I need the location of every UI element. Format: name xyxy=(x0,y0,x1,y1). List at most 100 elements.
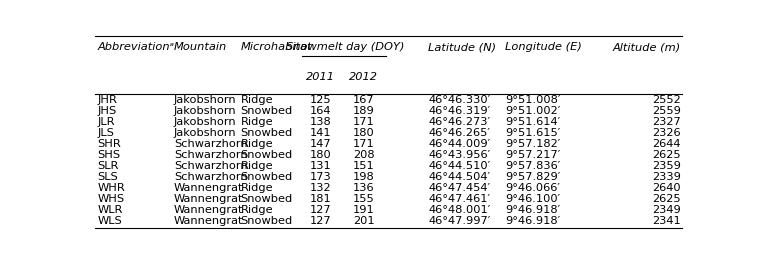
Text: Wannengrat: Wannengrat xyxy=(174,183,243,193)
Text: 147: 147 xyxy=(310,139,332,149)
Text: Mountain: Mountain xyxy=(174,42,227,52)
Text: Ridge: Ridge xyxy=(240,205,273,215)
Text: Ridge: Ridge xyxy=(240,95,273,105)
Text: 9°51.002′: 9°51.002′ xyxy=(505,106,560,116)
Text: SLS: SLS xyxy=(98,172,118,182)
Text: Jakobshorn: Jakobshorn xyxy=(174,106,236,116)
Text: 9°46.066′: 9°46.066′ xyxy=(505,183,560,193)
Text: 2326: 2326 xyxy=(653,128,681,138)
Text: Microhabitat: Microhabitat xyxy=(240,42,312,52)
Text: Snowbed: Snowbed xyxy=(240,150,293,160)
Text: 46°48.001′: 46°48.001′ xyxy=(428,205,490,215)
Text: 164: 164 xyxy=(310,106,332,116)
Text: Wannengrat: Wannengrat xyxy=(174,205,243,215)
Text: Snowbed: Snowbed xyxy=(240,106,293,116)
Text: Jakobshorn: Jakobshorn xyxy=(174,117,236,127)
Text: 9°51.008′: 9°51.008′ xyxy=(505,95,560,105)
Text: 9°57.182′: 9°57.182′ xyxy=(505,139,560,149)
Text: 125: 125 xyxy=(310,95,332,105)
Text: 180: 180 xyxy=(353,128,374,138)
Text: 2359: 2359 xyxy=(652,161,681,171)
Text: Wannengrat: Wannengrat xyxy=(174,194,243,204)
Text: 141: 141 xyxy=(310,128,332,138)
Text: Snowbed: Snowbed xyxy=(240,194,293,204)
Text: WLS: WLS xyxy=(98,216,123,226)
Text: Wannengrat: Wannengrat xyxy=(174,216,243,226)
Text: 2625: 2625 xyxy=(653,150,681,160)
Text: 127: 127 xyxy=(310,216,332,226)
Text: 2640: 2640 xyxy=(653,183,681,193)
Text: 2012: 2012 xyxy=(349,72,378,82)
Text: Schwarzhorn: Schwarzhorn xyxy=(174,172,248,182)
Text: 9°57.217′: 9°57.217′ xyxy=(505,150,560,160)
Text: Snowbed: Snowbed xyxy=(240,172,293,182)
Text: 171: 171 xyxy=(353,117,374,127)
Text: Latitude (N): Latitude (N) xyxy=(428,42,496,52)
Text: 9°46.918′: 9°46.918′ xyxy=(505,216,560,226)
Text: 46°47.454′: 46°47.454′ xyxy=(428,183,490,193)
Text: JLS: JLS xyxy=(98,128,114,138)
Text: 127: 127 xyxy=(310,205,332,215)
Text: 46°44.009′: 46°44.009′ xyxy=(428,139,490,149)
Text: 191: 191 xyxy=(353,205,374,215)
Text: 131: 131 xyxy=(310,161,332,171)
Text: 46°46.273′: 46°46.273′ xyxy=(428,117,490,127)
Text: 46°47.461′: 46°47.461′ xyxy=(428,194,490,204)
Text: 9°57.829′: 9°57.829′ xyxy=(505,172,560,182)
Text: 155: 155 xyxy=(353,194,374,204)
Text: Snowmelt day (DOY): Snowmelt day (DOY) xyxy=(286,42,405,52)
Text: 2339: 2339 xyxy=(652,172,681,182)
Text: Abbreviationᵃ: Abbreviationᵃ xyxy=(98,42,175,52)
Text: WHS: WHS xyxy=(98,194,125,204)
Text: 171: 171 xyxy=(353,139,374,149)
Text: 9°57.836′: 9°57.836′ xyxy=(505,161,560,171)
Text: Ridge: Ridge xyxy=(240,161,273,171)
Text: 208: 208 xyxy=(353,150,374,160)
Text: 189: 189 xyxy=(353,106,374,116)
Text: 2625: 2625 xyxy=(653,194,681,204)
Text: WHR: WHR xyxy=(98,183,125,193)
Text: 2341: 2341 xyxy=(653,216,681,226)
Text: Ridge: Ridge xyxy=(240,139,273,149)
Text: 136: 136 xyxy=(353,183,374,193)
Text: 198: 198 xyxy=(353,172,374,182)
Text: 9°46.100′: 9°46.100′ xyxy=(505,194,560,204)
Text: Jakobshorn: Jakobshorn xyxy=(174,128,236,138)
Text: 46°43.956′: 46°43.956′ xyxy=(428,150,490,160)
Text: 132: 132 xyxy=(310,183,332,193)
Text: Snowbed: Snowbed xyxy=(240,216,293,226)
Text: 2552: 2552 xyxy=(653,95,681,105)
Text: Schwarzhorn: Schwarzhorn xyxy=(174,139,248,149)
Text: 181: 181 xyxy=(310,194,332,204)
Text: Longitude (E): Longitude (E) xyxy=(505,42,581,52)
Text: 167: 167 xyxy=(353,95,374,105)
Text: 46°46.319′: 46°46.319′ xyxy=(428,106,490,116)
Text: JHS: JHS xyxy=(98,106,117,116)
Text: 9°51.614′: 9°51.614′ xyxy=(505,117,560,127)
Text: JHR: JHR xyxy=(98,95,117,105)
Text: 46°46.330′: 46°46.330′ xyxy=(428,95,490,105)
Text: Ridge: Ridge xyxy=(240,183,273,193)
Text: JLR: JLR xyxy=(98,117,115,127)
Text: 46°47.997′: 46°47.997′ xyxy=(428,216,490,226)
Text: Schwarzhorn: Schwarzhorn xyxy=(174,161,248,171)
Text: 173: 173 xyxy=(310,172,332,182)
Text: 138: 138 xyxy=(310,117,332,127)
Text: 151: 151 xyxy=(353,161,374,171)
Text: 2011: 2011 xyxy=(306,72,336,82)
Text: Ridge: Ridge xyxy=(240,117,273,127)
Text: 9°51.615′: 9°51.615′ xyxy=(505,128,560,138)
Text: WLR: WLR xyxy=(98,205,123,215)
Text: SLR: SLR xyxy=(98,161,119,171)
Text: 2644: 2644 xyxy=(653,139,681,149)
Text: 180: 180 xyxy=(310,150,332,160)
Text: 46°44.510′: 46°44.510′ xyxy=(428,161,490,171)
Text: SHS: SHS xyxy=(98,150,121,160)
Text: Snowbed: Snowbed xyxy=(240,128,293,138)
Text: Jakobshorn: Jakobshorn xyxy=(174,95,236,105)
Text: Altitude (m): Altitude (m) xyxy=(612,42,681,52)
Text: Schwarzhorn: Schwarzhorn xyxy=(174,150,248,160)
Text: SHR: SHR xyxy=(98,139,121,149)
Text: 2559: 2559 xyxy=(652,106,681,116)
Text: 201: 201 xyxy=(353,216,374,226)
